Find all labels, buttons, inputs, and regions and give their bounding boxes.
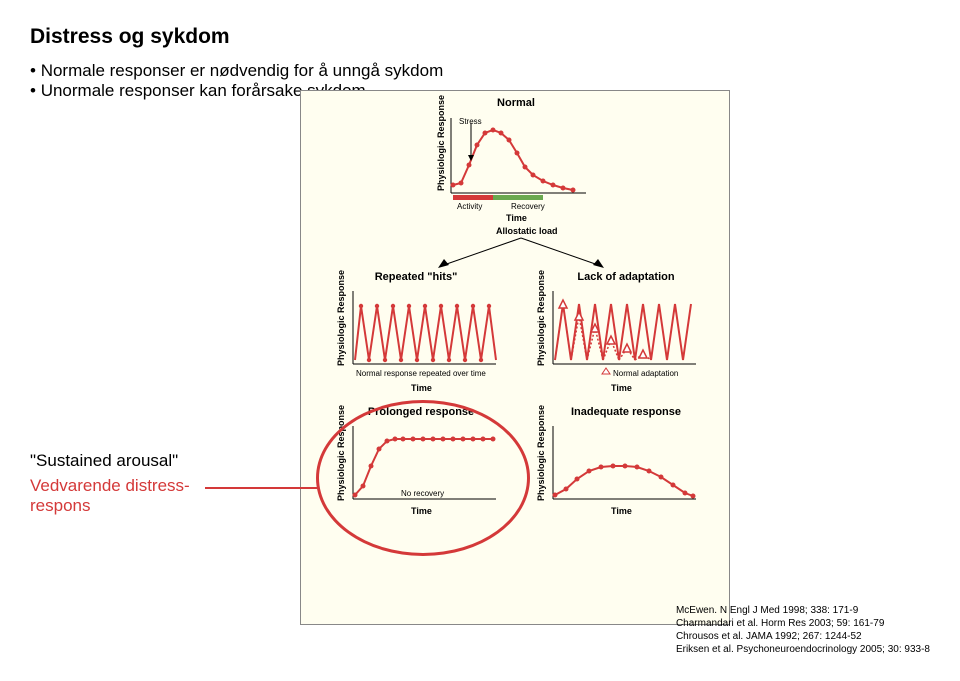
midleft-x: Time — [411, 383, 432, 393]
midleft-title: Repeated "hits" — [346, 271, 486, 283]
divergence-arrows — [421, 236, 621, 271]
highlight-oval — [316, 400, 530, 556]
top-panel-title: Normal — [301, 97, 731, 109]
ref-4: Eriksen et al. Psychoneuroendocrinology … — [676, 643, 930, 656]
highlight-connector — [205, 487, 317, 489]
side-label-vedvarende-2: respons — [30, 495, 90, 517]
midright-y: Physiologic Response — [536, 270, 546, 366]
ref-1: McEwen. N Engl J Med 1998; 338: 171-9 — [676, 604, 930, 617]
midleft-y: Physiologic Response — [336, 270, 346, 366]
allostatic-label: Allostatic load — [496, 226, 558, 236]
botright-x: Time — [611, 506, 632, 516]
midleft-chart — [341, 286, 501, 376]
top-activity-label: Activity — [457, 202, 482, 211]
midright-title: Lack of adaptation — [551, 271, 701, 283]
references: McEwen. N Engl J Med 1998; 338: 171-9 Ch… — [676, 604, 930, 656]
botright-y: Physiologic Response — [536, 405, 546, 501]
top-y-label: Physiologic Response — [436, 95, 446, 191]
ref-2: Charmandari et al. Horm Res 2003; 59: 16… — [676, 617, 930, 630]
top-x-label: Time — [506, 213, 527, 223]
botright-chart — [541, 421, 701, 511]
figure-container: Normal Physiologic Response Stress Activ… — [300, 90, 730, 625]
botright-title: Inadequate response — [551, 406, 701, 418]
midright-chart — [541, 286, 701, 376]
page-title: Distress og sykdom — [30, 25, 930, 49]
top-recovery-label: Recovery — [511, 202, 545, 211]
top-panel-chart — [441, 113, 591, 203]
side-label-sustained: "Sustained arousal" — [30, 450, 178, 472]
side-label-vedvarende-1: Vedvarende distress- — [30, 475, 190, 497]
ref-3: Chrousos et al. JAMA 1992; 267: 1244-52 — [676, 630, 930, 643]
midright-caption: Normal adaptation — [613, 369, 678, 378]
midleft-caption: Normal response repeated over time — [356, 369, 486, 378]
top-stress-label: Stress — [459, 117, 482, 126]
midright-x: Time — [611, 383, 632, 393]
bullet-1: Normale responser er nødvendig for å unn… — [30, 61, 930, 81]
